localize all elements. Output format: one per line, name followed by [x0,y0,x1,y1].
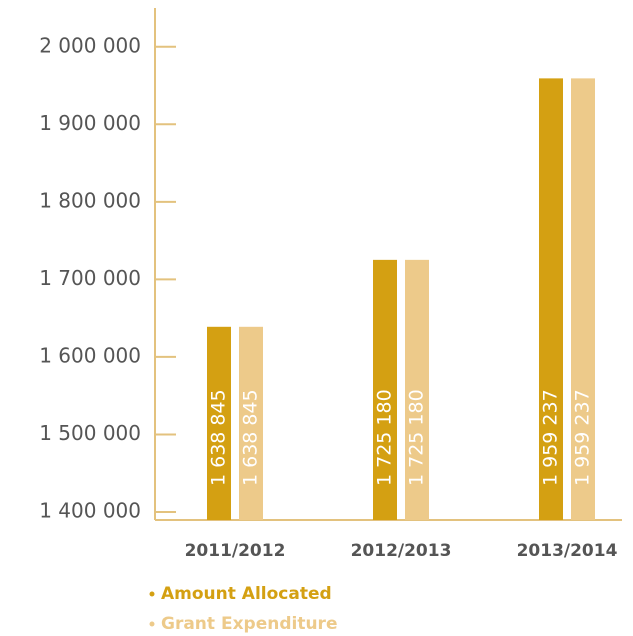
value-label: 1 959 237 [540,389,562,486]
y-tick-label: 1 600 000 [39,343,141,367]
bar [405,259,429,520]
value-label: 1 725 180 [374,389,396,486]
value-label: 1 959 237 [572,389,594,486]
legend-bullet [149,621,155,627]
x-tick-label: 2013/2014 [517,541,618,561]
value-label: 1 638 845 [208,389,230,486]
y-tick-label: 1 400 000 [39,499,141,523]
y-tick-label: 2 000 000 [39,33,141,57]
x-tick-label: 2012/2013 [351,541,452,561]
legend-label: Grant Expenditure [161,614,337,634]
bar [571,78,595,521]
bar [207,326,231,520]
x-tick-label: 2011/2012 [185,541,286,561]
y-tick-label: 1 900 000 [39,111,141,135]
value-label: 1 725 180 [406,389,428,486]
legend-label: Amount Allocated [161,584,332,604]
bar [239,326,263,520]
bar [373,259,397,520]
y-tick-label: 1 800 000 [39,188,141,212]
y-tick-label: 1 500 000 [39,421,141,445]
value-label: 1 638 845 [240,389,262,486]
bar [539,78,563,521]
y-tick-label: 1 700 000 [39,266,141,290]
legend-bullet [149,591,155,597]
